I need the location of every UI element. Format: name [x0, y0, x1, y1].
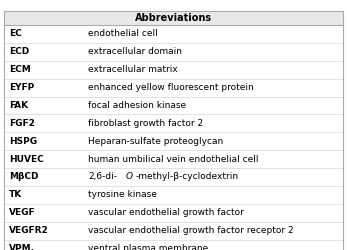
- Text: VPM,: VPM,: [9, 244, 35, 250]
- Text: VEGFR2: VEGFR2: [9, 226, 49, 235]
- Text: FGF2: FGF2: [9, 119, 35, 128]
- Text: ECM: ECM: [9, 65, 31, 74]
- Text: 2,6-di-: 2,6-di-: [88, 172, 118, 182]
- Text: enhanced yellow fluorescent protein: enhanced yellow fluorescent protein: [88, 83, 254, 92]
- Text: FAK: FAK: [9, 101, 28, 110]
- Text: HUVEC: HUVEC: [9, 154, 43, 164]
- Text: HSPG: HSPG: [9, 137, 37, 146]
- Text: ventral plasma membrane: ventral plasma membrane: [88, 244, 209, 250]
- Text: TK: TK: [9, 190, 22, 199]
- Bar: [4, 11, 343, 25]
- Text: Abbreviations: Abbreviations: [135, 13, 212, 23]
- Text: extracellular domain: extracellular domain: [88, 47, 183, 56]
- Text: O: O: [126, 172, 133, 182]
- Text: vascular endothelial growth factor receptor 2: vascular endothelial growth factor recep…: [88, 226, 294, 235]
- Text: fibroblast growth factor 2: fibroblast growth factor 2: [88, 119, 204, 128]
- Text: extracellular matrix: extracellular matrix: [88, 65, 178, 74]
- Text: -methyl-β-cyclodextrin: -methyl-β-cyclodextrin: [135, 172, 238, 182]
- Text: ECD: ECD: [9, 47, 29, 56]
- Text: focal adhesion kinase: focal adhesion kinase: [88, 101, 187, 110]
- Text: VEGF: VEGF: [9, 208, 35, 217]
- Text: vascular endothelial growth factor: vascular endothelial growth factor: [88, 208, 244, 217]
- Text: Heparan-sulfate proteoglycan: Heparan-sulfate proteoglycan: [88, 137, 224, 146]
- Text: MβCD: MβCD: [9, 172, 38, 182]
- Text: tyrosine kinase: tyrosine kinase: [88, 190, 157, 199]
- Text: EYFP: EYFP: [9, 83, 34, 92]
- Text: EC: EC: [9, 30, 22, 38]
- Text: endothelial cell: endothelial cell: [88, 30, 158, 38]
- Text: human umbilical vein endothelial cell: human umbilical vein endothelial cell: [88, 154, 259, 164]
